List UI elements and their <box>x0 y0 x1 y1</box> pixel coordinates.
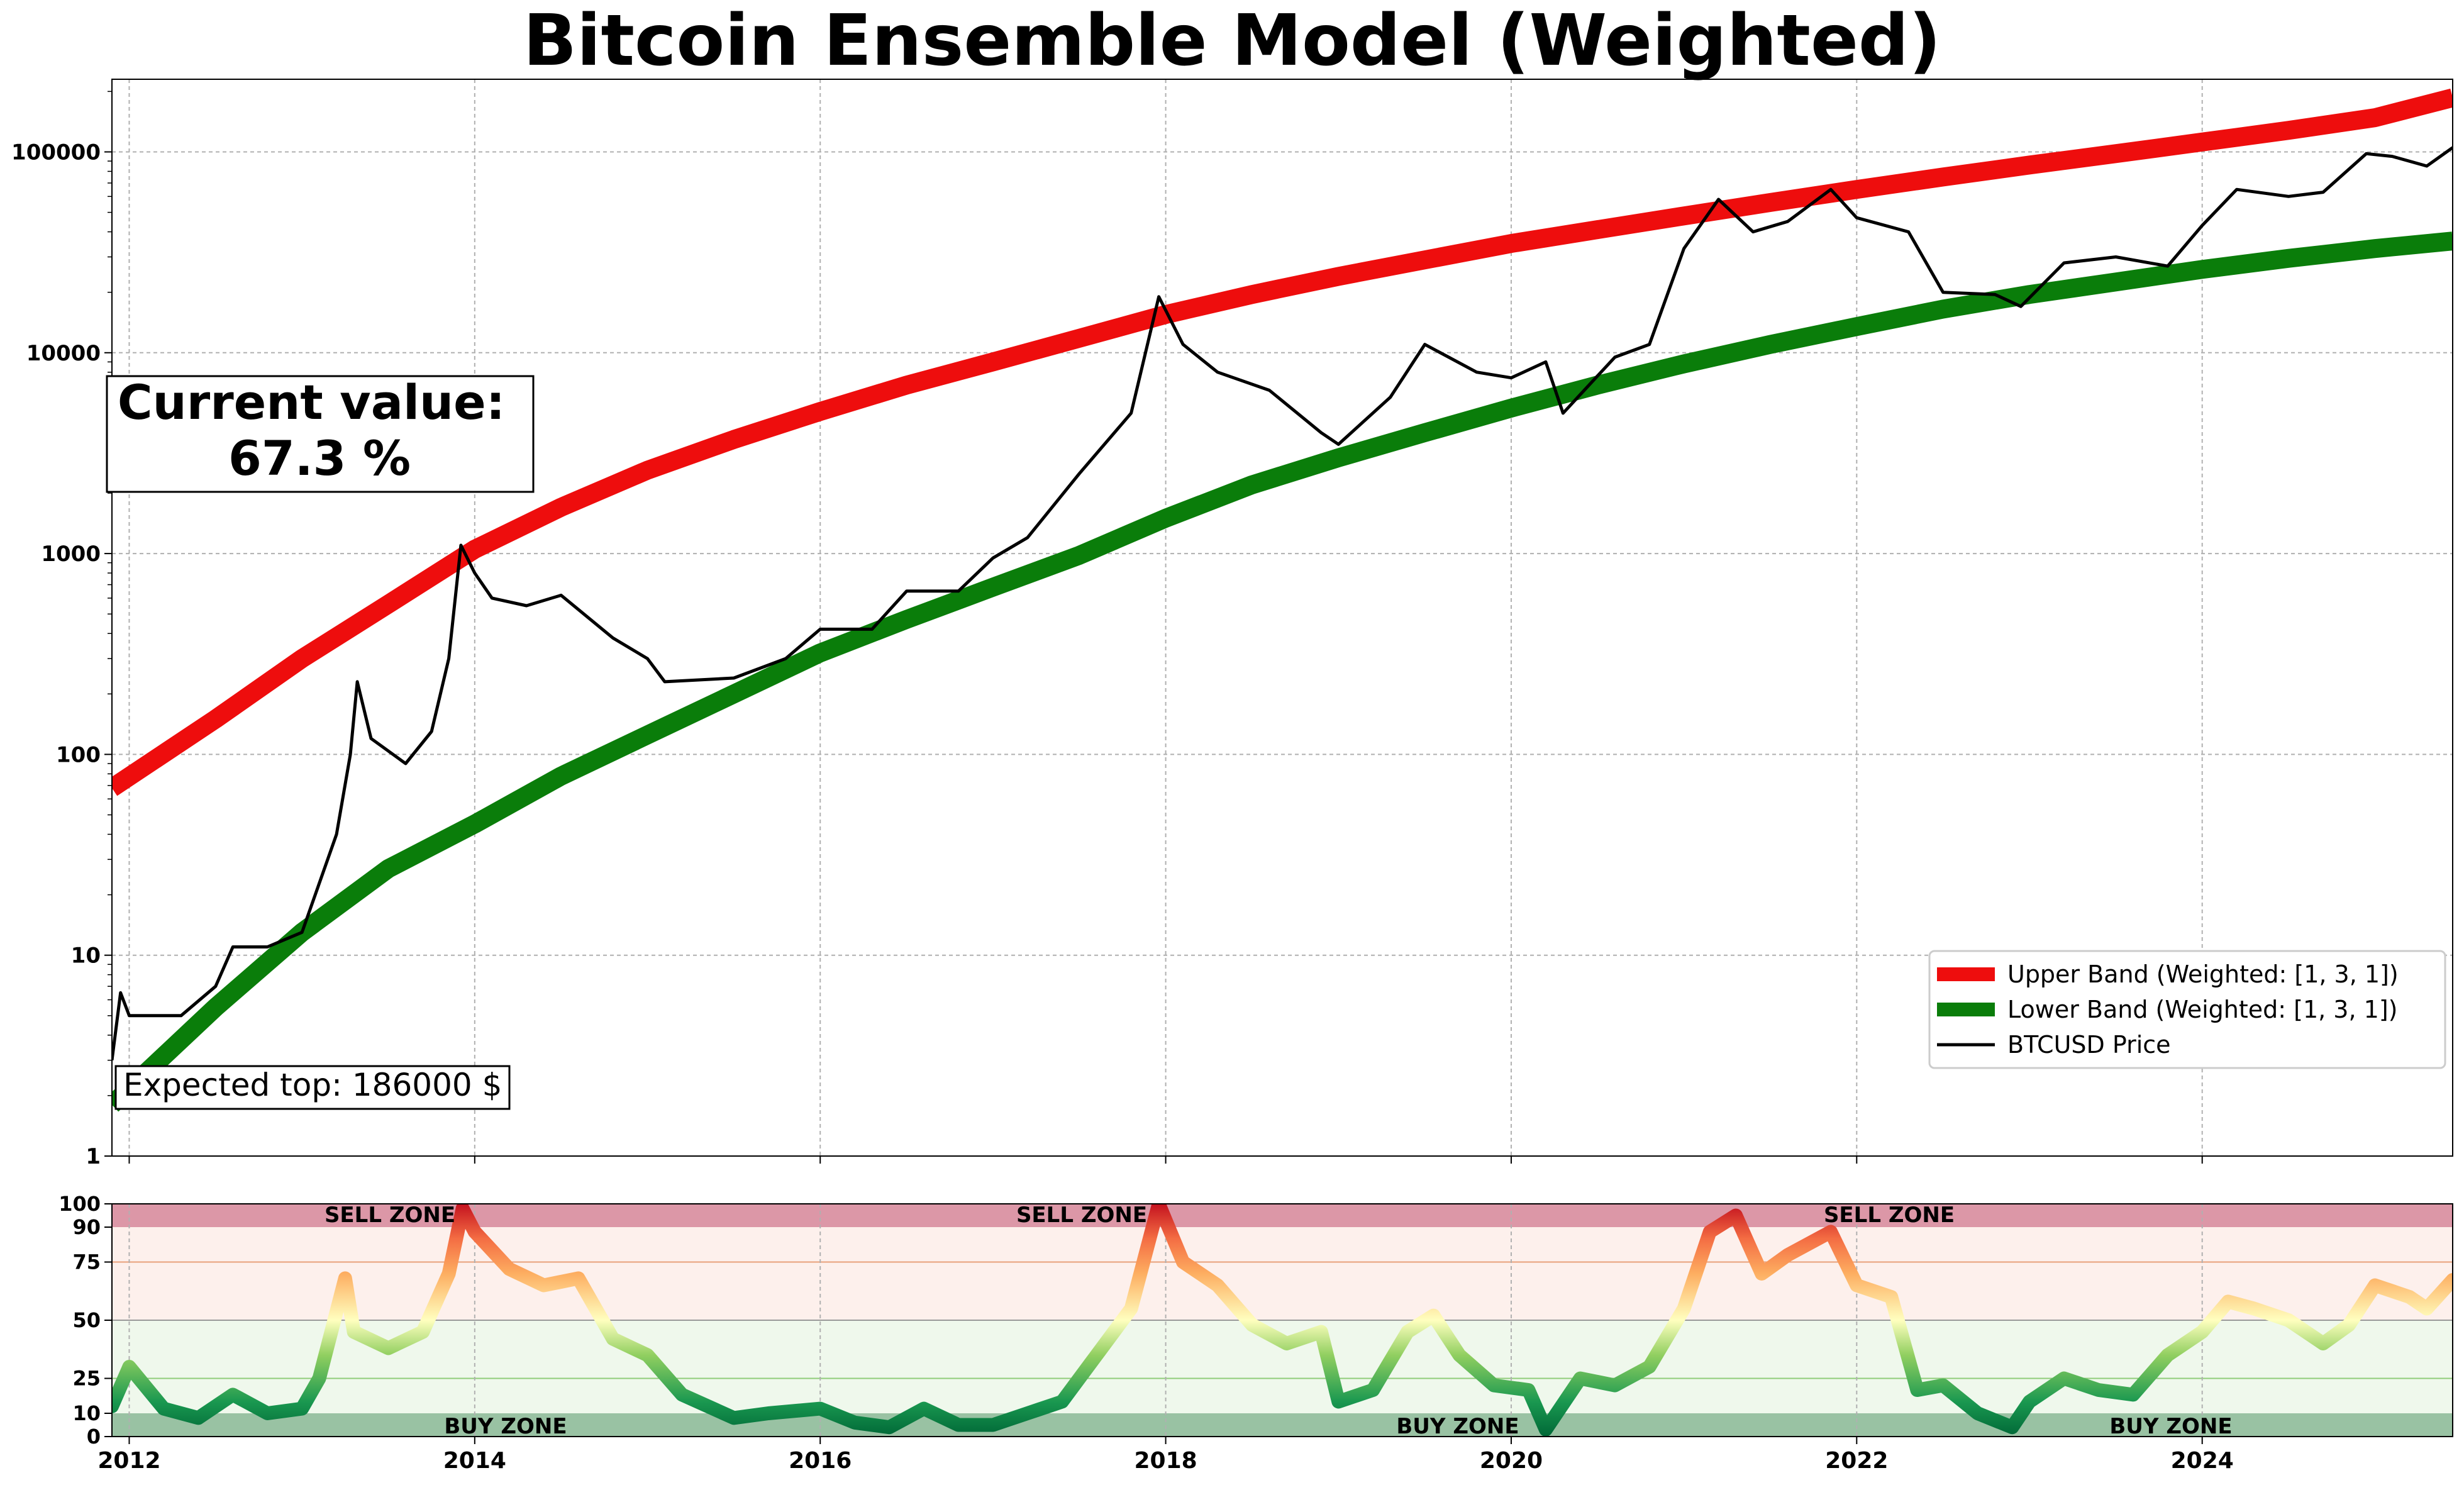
legend-label-price: BTCUSD Price <box>2007 1031 2171 1059</box>
oscillator-upper-bg <box>112 1227 2453 1320</box>
chart-title: Bitcoin Ensemble Model (Weighted) <box>523 0 1941 82</box>
expected-top-box: Expected top: 186000 $ <box>114 1065 511 1110</box>
sell-zone-label-1: SELL ZONE <box>325 1203 455 1228</box>
oscillator-x-tick-label: 2022 <box>1825 1448 1888 1474</box>
sell-zone-label-2: SELL ZONE <box>1016 1203 1147 1228</box>
main-y-tick-label: 1000 <box>41 542 101 567</box>
oscillator-line <box>112 1204 2453 1437</box>
sell-zone-label-3: SELL ZONE <box>1824 1203 1955 1228</box>
series-line-upper-band <box>112 88 2453 796</box>
legend-label-upper: Upper Band (Weighted: [1, 3, 1]) <box>2007 960 2399 988</box>
buy-zone-label-2: BUY ZONE <box>1396 1414 1519 1439</box>
series-line-lower-band <box>112 231 2453 1112</box>
oscillator-x-tick-label: 2018 <box>1134 1448 1197 1474</box>
buy-zone-label-1: BUY ZONE <box>444 1414 567 1439</box>
oscillator-x-axis: 2012 2014 2016 2018 2020 2022 2024 <box>97 1437 2234 1474</box>
oscillator-x-tick-label: 2016 <box>789 1448 852 1474</box>
oscillator-x-tick-label: 2024 <box>2171 1448 2234 1474</box>
main-x-axis <box>128 1156 2203 1164</box>
series-line-btcusd-price <box>112 146 2453 1061</box>
oscillator-x-tick-label: 2012 <box>97 1448 160 1474</box>
legend: Upper Band (Weighted: [1, 3, 1]) Lower B… <box>1928 950 2446 1069</box>
sell-zone-band <box>112 1204 2453 1227</box>
buy-zone-band <box>112 1413 2453 1437</box>
oscillator-y-tick-label: 25 <box>72 1367 101 1391</box>
oscillator-y-tick-label: 90 <box>72 1215 101 1239</box>
current-value-box: Current value: 67.3 % <box>106 374 535 493</box>
main-y-axis: 1 10 100 1000 10000 100000 <box>11 91 112 1169</box>
current-value-label: Current value: <box>118 374 505 430</box>
main-y-tick-label: 1 <box>86 1144 101 1169</box>
oscillator-y-tick-label: 75 <box>72 1250 101 1274</box>
oscillator-y-tick-label: 0 <box>87 1425 101 1449</box>
current-value-number: 67.3 % <box>228 430 411 486</box>
buy-zone-label-3: BUY ZONE <box>2109 1414 2232 1439</box>
oscillator-zone-labels: SELL ZONE SELL ZONE SELL ZONE BUY ZONE B… <box>325 1203 2233 1439</box>
oscillator-y-tick-label: 50 <box>72 1308 101 1332</box>
oscillator-y-tick-label: 10 <box>72 1401 101 1425</box>
oscillator-x-tick-label: 2014 <box>443 1448 506 1474</box>
main-plot-frame <box>111 79 2453 1157</box>
expected-top-text: Expected top: 186000 $ <box>123 1067 502 1103</box>
main-y-tick-label: 10000 <box>26 341 101 366</box>
main-y-tick-label: 100000 <box>11 140 101 165</box>
oscillator-x-tick-label: 2020 <box>1480 1448 1543 1474</box>
main-y-tick-label: 10 <box>71 943 101 969</box>
oscillator-y-tick-label: 100 <box>58 1192 101 1216</box>
legend-label-lower: Lower Band (Weighted: [1, 3, 1]) <box>2007 996 2397 1023</box>
main-y-tick-label: 100 <box>56 742 101 767</box>
